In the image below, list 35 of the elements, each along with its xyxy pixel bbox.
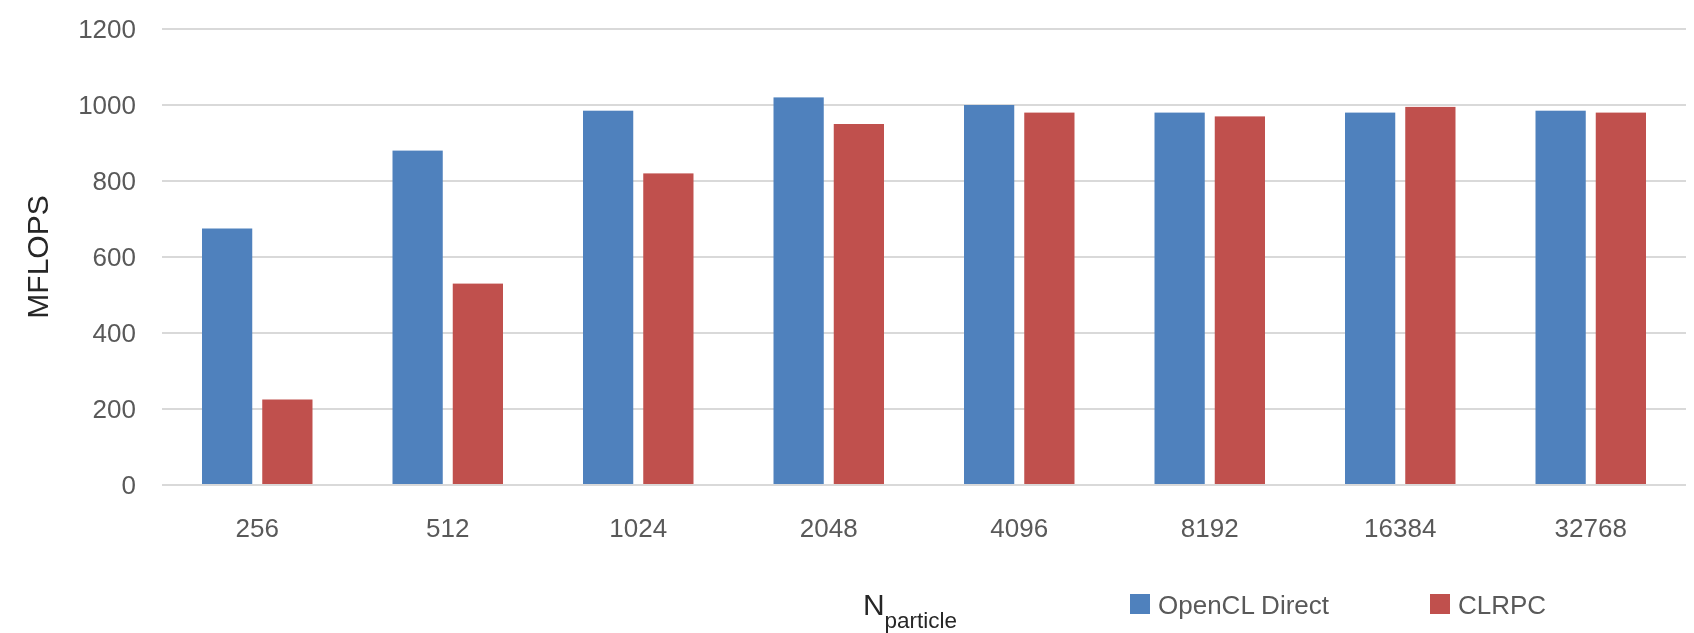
x-tick-label: 16384 — [1364, 513, 1437, 543]
x-tick-label: 4096 — [990, 513, 1049, 543]
bar — [452, 283, 503, 485]
y-tick-label: 600 — [92, 242, 136, 272]
x-tick-label: 512 — [426, 513, 470, 543]
bar — [392, 150, 443, 485]
bar — [964, 105, 1015, 485]
bar — [1024, 112, 1075, 485]
legend-label: CLRPC — [1458, 590, 1547, 620]
x-tick-label: 8192 — [1180, 513, 1239, 543]
bar — [262, 399, 313, 485]
x-tick-label: 256 — [235, 513, 279, 543]
y-axis-title: MFLOPS — [21, 195, 54, 319]
y-tick-label: 200 — [92, 394, 136, 424]
x-tick-label: 32768 — [1554, 513, 1627, 543]
bar — [643, 173, 694, 485]
bar — [833, 124, 884, 485]
bar — [202, 228, 253, 485]
y-tick-label: 800 — [92, 166, 136, 196]
bar — [583, 110, 634, 485]
bar — [1214, 116, 1265, 485]
bar — [1595, 112, 1646, 485]
bar — [1535, 110, 1586, 485]
bar — [1345, 112, 1396, 485]
bar — [773, 97, 824, 485]
y-tick-label: 1000 — [78, 90, 136, 120]
bar — [1154, 112, 1205, 485]
y-tick-label: 400 — [92, 318, 136, 348]
y-tick-label: 1200 — [78, 14, 136, 44]
bar — [1405, 106, 1456, 485]
x-axis-title: N$_{particle}$ — [862, 588, 958, 633]
legend-label: OpenCL Direct — [1158, 590, 1330, 620]
y-tick-label: 0 — [121, 470, 136, 500]
x-tick-label: 1024 — [609, 513, 668, 543]
x-tick-label: 2048 — [799, 513, 858, 543]
